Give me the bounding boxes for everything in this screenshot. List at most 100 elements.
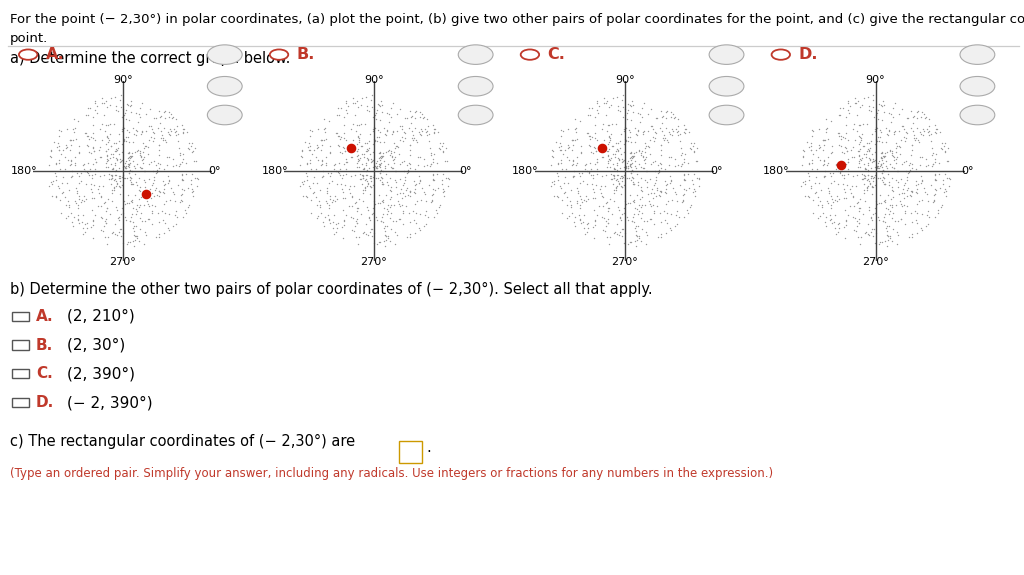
Point xyxy=(396,156,413,166)
Point xyxy=(834,135,850,144)
Point xyxy=(627,236,643,246)
Point xyxy=(918,155,934,164)
Point xyxy=(370,174,386,183)
Point xyxy=(922,121,938,130)
Point xyxy=(331,141,347,150)
Point xyxy=(322,148,338,158)
Point xyxy=(315,136,332,145)
Point xyxy=(71,191,87,200)
Point xyxy=(304,179,321,188)
Point xyxy=(101,175,118,184)
Point xyxy=(630,209,646,218)
Point xyxy=(881,126,897,136)
Point xyxy=(330,140,346,150)
Point xyxy=(432,201,449,210)
Point xyxy=(42,145,58,154)
Point xyxy=(407,133,423,143)
Point xyxy=(174,176,190,185)
Point xyxy=(373,158,389,167)
Point xyxy=(574,197,591,206)
Point xyxy=(881,221,897,231)
Point xyxy=(183,185,200,194)
Point xyxy=(608,185,625,194)
Point xyxy=(652,145,669,155)
Point xyxy=(602,232,618,241)
Point xyxy=(817,124,834,133)
Point xyxy=(686,147,702,156)
Point xyxy=(177,208,194,217)
Point xyxy=(871,239,888,248)
Point xyxy=(338,210,354,220)
Point xyxy=(366,162,382,171)
Point xyxy=(866,181,883,190)
Point xyxy=(58,178,75,187)
Point xyxy=(167,219,183,228)
Point xyxy=(313,209,330,218)
Point xyxy=(888,201,904,210)
Point xyxy=(369,156,385,166)
Point xyxy=(314,171,331,180)
Point xyxy=(852,240,868,249)
Point xyxy=(913,177,930,186)
Point xyxy=(859,159,876,168)
Point xyxy=(122,217,138,226)
Point xyxy=(615,112,632,121)
Point xyxy=(65,217,81,227)
Point xyxy=(599,146,615,155)
Point xyxy=(315,124,332,133)
Point xyxy=(424,195,440,204)
Point xyxy=(184,148,201,157)
Point xyxy=(60,186,77,195)
Point xyxy=(103,94,120,103)
Point xyxy=(594,212,610,221)
Point xyxy=(680,169,696,178)
Point xyxy=(829,228,846,237)
Point xyxy=(82,179,98,189)
Point xyxy=(416,161,432,170)
Point xyxy=(57,214,74,223)
Point xyxy=(581,218,597,227)
Point xyxy=(347,221,364,230)
Point xyxy=(391,135,408,144)
Point xyxy=(669,206,685,215)
Point xyxy=(156,189,172,198)
Point xyxy=(620,115,636,124)
Point xyxy=(822,214,839,224)
Point xyxy=(151,140,167,150)
Point xyxy=(117,163,133,172)
Point xyxy=(381,117,397,126)
Point xyxy=(88,108,104,117)
Point xyxy=(838,160,854,169)
Point xyxy=(123,173,139,182)
Point xyxy=(600,203,616,212)
Point xyxy=(605,179,622,189)
Point xyxy=(568,196,585,205)
Point xyxy=(357,184,374,193)
Point xyxy=(383,201,399,210)
Point xyxy=(357,138,374,147)
Point xyxy=(667,187,683,196)
Point xyxy=(367,137,383,146)
Point xyxy=(859,138,876,147)
Point xyxy=(553,156,569,165)
Point xyxy=(394,189,411,198)
Point xyxy=(161,175,177,185)
Point xyxy=(347,126,364,135)
Point xyxy=(585,184,601,193)
Point xyxy=(683,144,699,154)
Point xyxy=(108,145,124,154)
Point xyxy=(410,160,426,170)
Point xyxy=(103,185,120,194)
Point xyxy=(877,179,893,189)
Point xyxy=(161,112,177,121)
Point xyxy=(635,156,651,165)
Point xyxy=(124,196,140,205)
Point xyxy=(850,97,866,106)
Point xyxy=(124,148,140,158)
Point xyxy=(372,155,388,164)
Point xyxy=(888,155,904,164)
Point xyxy=(407,124,423,133)
Point xyxy=(373,175,389,185)
Point xyxy=(408,179,424,189)
Point xyxy=(362,177,379,186)
